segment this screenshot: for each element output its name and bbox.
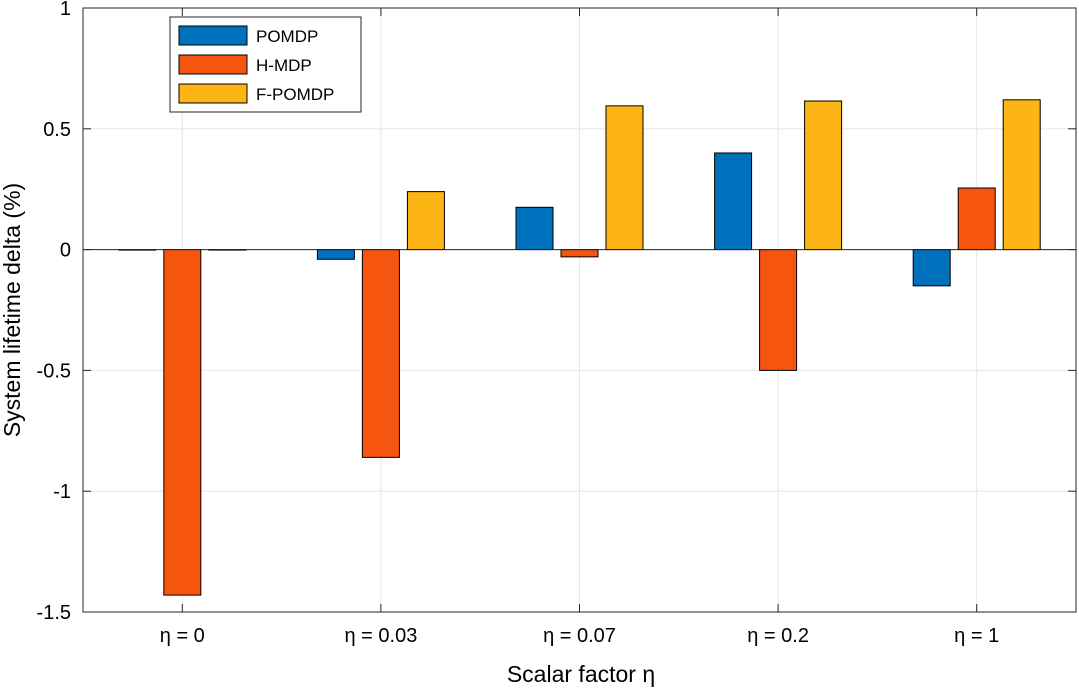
y-tick-label-5: -1.5 [37, 602, 71, 624]
bar-f-pomdp-3 [804, 100, 843, 251]
y-tick-label-3: -0.5 [37, 360, 71, 382]
legend: POMDP H-MDP F-POMDP [169, 16, 362, 113]
y-tick-label-0: 1 [60, 0, 71, 20]
x-tick-label-1: η = 0.03 [344, 625, 417, 647]
bar-h-mdp-4 [957, 187, 996, 251]
y-tick-labels: 1 0.5 0 -0.5 -1 -1.5 [37, 0, 71, 624]
bars [83, 99, 1076, 596]
x-tick-label-0: η = 0 [160, 625, 205, 647]
legend-label-pomdp: POMDP [256, 27, 318, 46]
bar-f-pomdp-1 [406, 191, 445, 251]
bar-h-mdp-0 [163, 249, 202, 596]
legend-swatch-f-pomdp [178, 83, 248, 104]
x-tick-labels: η = 0 η = 0.03 η = 0.07 η = 0.2 η = 1 [160, 625, 999, 647]
bar-h-mdp-2 [560, 249, 599, 258]
bar-f-pomdp-2 [605, 105, 644, 251]
bar-pomdp-2 [515, 206, 554, 251]
x-tick-label-2: η = 0.07 [543, 625, 616, 647]
bar-f-pomdp-4 [1002, 99, 1041, 251]
bar-h-mdp-1 [361, 249, 400, 458]
bar-pomdp-3 [714, 152, 753, 251]
y-tick-label-1: 0.5 [43, 119, 71, 141]
legend-swatch-h-mdp [178, 54, 248, 75]
x-axis-label: Scalar factor η [507, 661, 655, 687]
x-tick-label-4: η = 1 [954, 625, 999, 647]
bar-pomdp-1 [316, 249, 355, 260]
y-axis-label: System lifetime delta (%) [0, 183, 25, 437]
bar-h-mdp-3 [759, 249, 798, 371]
y-tick-label-2: 0 [60, 240, 71, 262]
y-tick-label-4: -1 [53, 481, 71, 503]
legend-label-h-mdp: H-MDP [256, 56, 312, 75]
bar-pomdp-4 [912, 249, 951, 287]
legend-swatch-pomdp [178, 25, 248, 46]
legend-label-f-pomdp: F-POMDP [256, 85, 334, 104]
axes [82, 7, 1077, 613]
x-tick-label-3: η = 0.2 [747, 625, 809, 647]
